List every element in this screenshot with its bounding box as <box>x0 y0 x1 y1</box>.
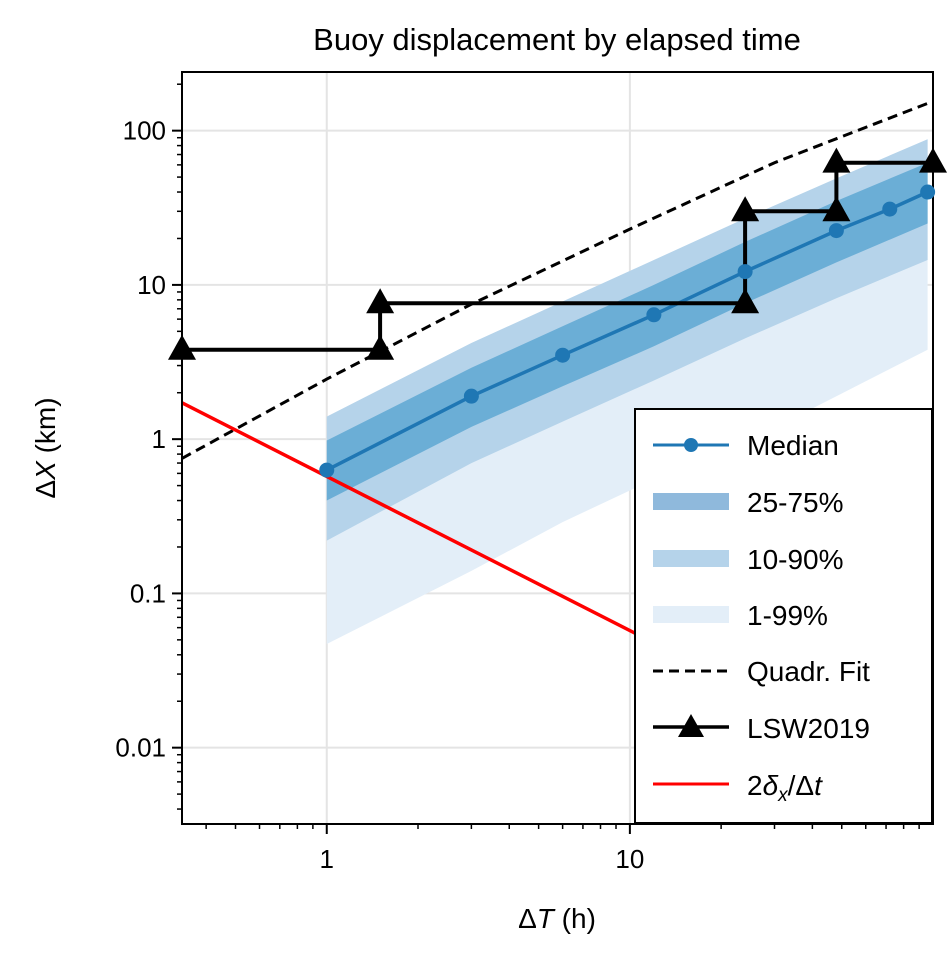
quadr-fit-line <box>182 99 933 460</box>
legend-swatch-1-99 <box>653 606 729 623</box>
median-point <box>920 184 936 200</box>
axes: 1 10 0.01 0.1 1 10 100 <box>115 83 920 874</box>
median-point <box>555 347 571 363</box>
x-axis-label: ΔT (h) <box>518 903 596 934</box>
y-tick-label: 100 <box>123 116 166 146</box>
legend-label-median: Median <box>747 430 839 461</box>
legend-swatch-25-75 <box>653 493 729 510</box>
chart-title: Buoy displacement by elapsed time <box>313 22 801 57</box>
median-point <box>882 201 898 217</box>
y-tick-label: 0.1 <box>130 578 166 608</box>
median-line <box>326 190 929 472</box>
lsw2019-marker <box>731 288 760 314</box>
legend-lsw-marker <box>678 714 704 737</box>
lsw2019-marker <box>822 147 851 173</box>
y-tick-label: 1 <box>152 424 166 454</box>
lsw2019-marker <box>366 334 395 360</box>
legend-label-error-line: 2δx/Δt <box>747 770 823 806</box>
legend-label-quadr-fit: Quadr. Fit <box>747 656 870 687</box>
lsw2019-marker <box>919 147 947 173</box>
legend-entry-quadr-fit: Quadr. Fit <box>653 656 870 687</box>
legend-label-lsw2019: LSW2019 <box>747 713 870 744</box>
legend-label-25-75: 25-75% <box>747 487 844 518</box>
lsw2019-marker <box>731 196 760 222</box>
lsw2019-marker <box>822 196 851 222</box>
median-point <box>463 388 479 404</box>
y-axis-label: ΔX (km) <box>30 397 61 498</box>
median-point <box>646 307 662 323</box>
median-point <box>737 264 753 280</box>
x-tick-label: 10 <box>615 844 644 874</box>
legend: Median 25-75% 10-90% 1-99% Quadr. Fit LS… <box>634 408 933 824</box>
legend-entry-1-99: 1-99% <box>653 600 828 631</box>
lsw2019-marker <box>366 288 395 314</box>
median-point <box>828 223 844 239</box>
markers <box>168 147 947 478</box>
legend-label-1-99: 1-99% <box>747 600 828 631</box>
legend-swatch-10-90 <box>653 550 729 567</box>
legend-entry-median: Median <box>653 430 839 461</box>
y-tick-label: 0.01 <box>115 733 166 763</box>
legend-entry-lsw2019: LSW2019 <box>653 713 870 744</box>
legend-median-marker <box>684 438 698 452</box>
legend-entry-error-line: 2δx/Δt <box>653 770 823 806</box>
legend-entry-10-90: 10-90% <box>653 544 844 575</box>
band-25-75 <box>326 162 928 501</box>
lsw2019-marker <box>168 334 196 360</box>
x-tick-label: 1 <box>320 844 334 874</box>
legend-label-10-90: 10-90% <box>747 544 844 575</box>
y-tick-label: 10 <box>137 270 166 300</box>
median-point <box>319 462 335 478</box>
legend-entry-25-75: 25-75% <box>653 487 844 518</box>
